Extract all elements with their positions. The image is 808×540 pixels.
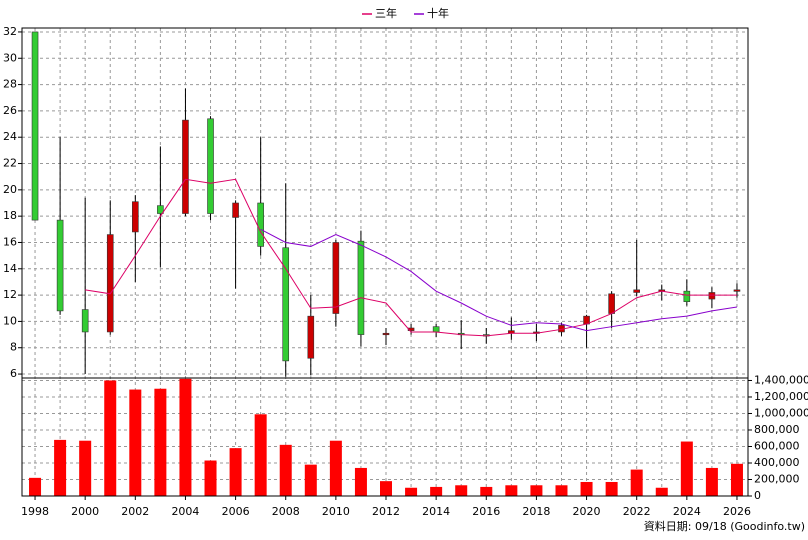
y-tick-label: 14 <box>3 262 17 275</box>
y2-tick-label: 1,200,000 <box>754 390 808 403</box>
candle-body <box>633 289 640 293</box>
candle-body <box>182 119 189 214</box>
x-tick-label: 2010 <box>322 505 350 518</box>
candle-body <box>683 290 691 302</box>
x-tick-label: 1998 <box>21 505 49 518</box>
y-tick-label: 24 <box>3 130 17 143</box>
volume-bar <box>329 440 342 496</box>
volume-bar <box>480 486 493 496</box>
x-tick-label: 2008 <box>272 505 300 518</box>
x-tick-label: 2006 <box>222 505 250 518</box>
candle-body <box>232 202 239 218</box>
ma-line <box>260 228 738 332</box>
x-tick-label: 2004 <box>171 505 199 518</box>
candle-body <box>332 242 340 314</box>
x-tick-label: 2016 <box>472 505 500 518</box>
x-tick-label: 2012 <box>372 505 400 518</box>
volume-bar <box>29 477 42 496</box>
volume-bar <box>179 378 192 496</box>
legend-label: 三年 <box>375 6 397 20</box>
volume-bar <box>405 487 418 496</box>
volume-bar <box>79 440 92 496</box>
volume-bar <box>104 380 117 496</box>
x-tick-label: 2018 <box>522 505 550 518</box>
y2-tick-label: 0 <box>754 489 761 502</box>
candle-body <box>407 327 415 331</box>
volume-bar <box>430 486 443 496</box>
y-tick-label: 30 <box>3 51 17 64</box>
x-tick-label: 2002 <box>121 505 149 518</box>
volume-bar <box>229 448 242 496</box>
volume-bar <box>580 481 593 496</box>
x-tick-label: 2000 <box>71 505 99 518</box>
candle-body <box>733 289 741 292</box>
candle-body <box>432 326 440 333</box>
x-tick-label: 2020 <box>573 505 601 518</box>
volume-bar <box>730 463 743 496</box>
volume-bar <box>154 388 167 496</box>
y-tick-label: 32 <box>3 25 17 38</box>
y2-tick-label: 600,000 <box>754 439 800 452</box>
y-tick-label: 16 <box>3 235 17 248</box>
volume-bar <box>254 414 267 496</box>
candle-body <box>708 292 716 300</box>
candle-body <box>357 240 365 335</box>
volume-bar <box>204 460 217 496</box>
volume-bar <box>54 439 67 496</box>
candle-body <box>282 247 290 362</box>
candle-body <box>307 315 315 359</box>
footer: 資料日期: 09/18 (Goodinfo.tw) <box>644 519 805 533</box>
candle-body <box>132 201 139 233</box>
volume-bar <box>129 389 142 496</box>
y-tick-label: 10 <box>3 314 17 327</box>
volume-bar <box>555 485 568 496</box>
y-tick-label: 8 <box>10 341 17 354</box>
volume-bar <box>304 464 317 496</box>
x-tick-label: 2026 <box>723 505 751 518</box>
y2-tick-label: 800,000 <box>754 423 800 436</box>
volume-bar <box>680 441 693 496</box>
y2-tick-label: 400,000 <box>754 456 800 469</box>
candle-body <box>157 205 164 214</box>
y-tick-label: 26 <box>3 104 17 117</box>
volume-bar <box>505 485 518 496</box>
candle-body <box>81 309 89 333</box>
volume-bar <box>605 481 618 496</box>
y-tick-label: 28 <box>3 78 17 91</box>
y2-tick-label: 1,000,000 <box>754 406 808 419</box>
candle-body <box>106 234 114 333</box>
y2-tick-label: 1,400,000 <box>754 373 808 386</box>
candle-body <box>56 219 64 312</box>
y-tick-label: 12 <box>3 288 17 301</box>
volume-bar <box>354 467 367 496</box>
x-tick-label: 2014 <box>422 505 450 518</box>
candle-body <box>382 332 390 336</box>
volume-bar <box>279 444 292 496</box>
volume-bar <box>455 485 468 496</box>
volume-bar <box>630 469 643 496</box>
candle-body <box>257 202 264 247</box>
y-tick-label: 18 <box>3 209 17 222</box>
volume-bar <box>705 467 718 496</box>
legend-label: 十年 <box>427 6 449 20</box>
y-tick-label: 22 <box>3 157 17 170</box>
volume-frame <box>21 377 749 497</box>
volume-bar <box>655 487 668 496</box>
candle-body <box>207 118 214 214</box>
x-tick-label: 2024 <box>673 505 701 518</box>
x-tick-label: 2022 <box>623 505 651 518</box>
candle-body <box>31 31 39 221</box>
volume-bar <box>380 481 393 496</box>
ma-line <box>85 178 737 337</box>
y-tick-label: 20 <box>3 183 17 196</box>
y-tick-label: 6 <box>10 367 17 380</box>
volume-bar <box>530 485 543 496</box>
y2-tick-label: 200,000 <box>754 472 800 485</box>
candle-body <box>608 293 615 314</box>
